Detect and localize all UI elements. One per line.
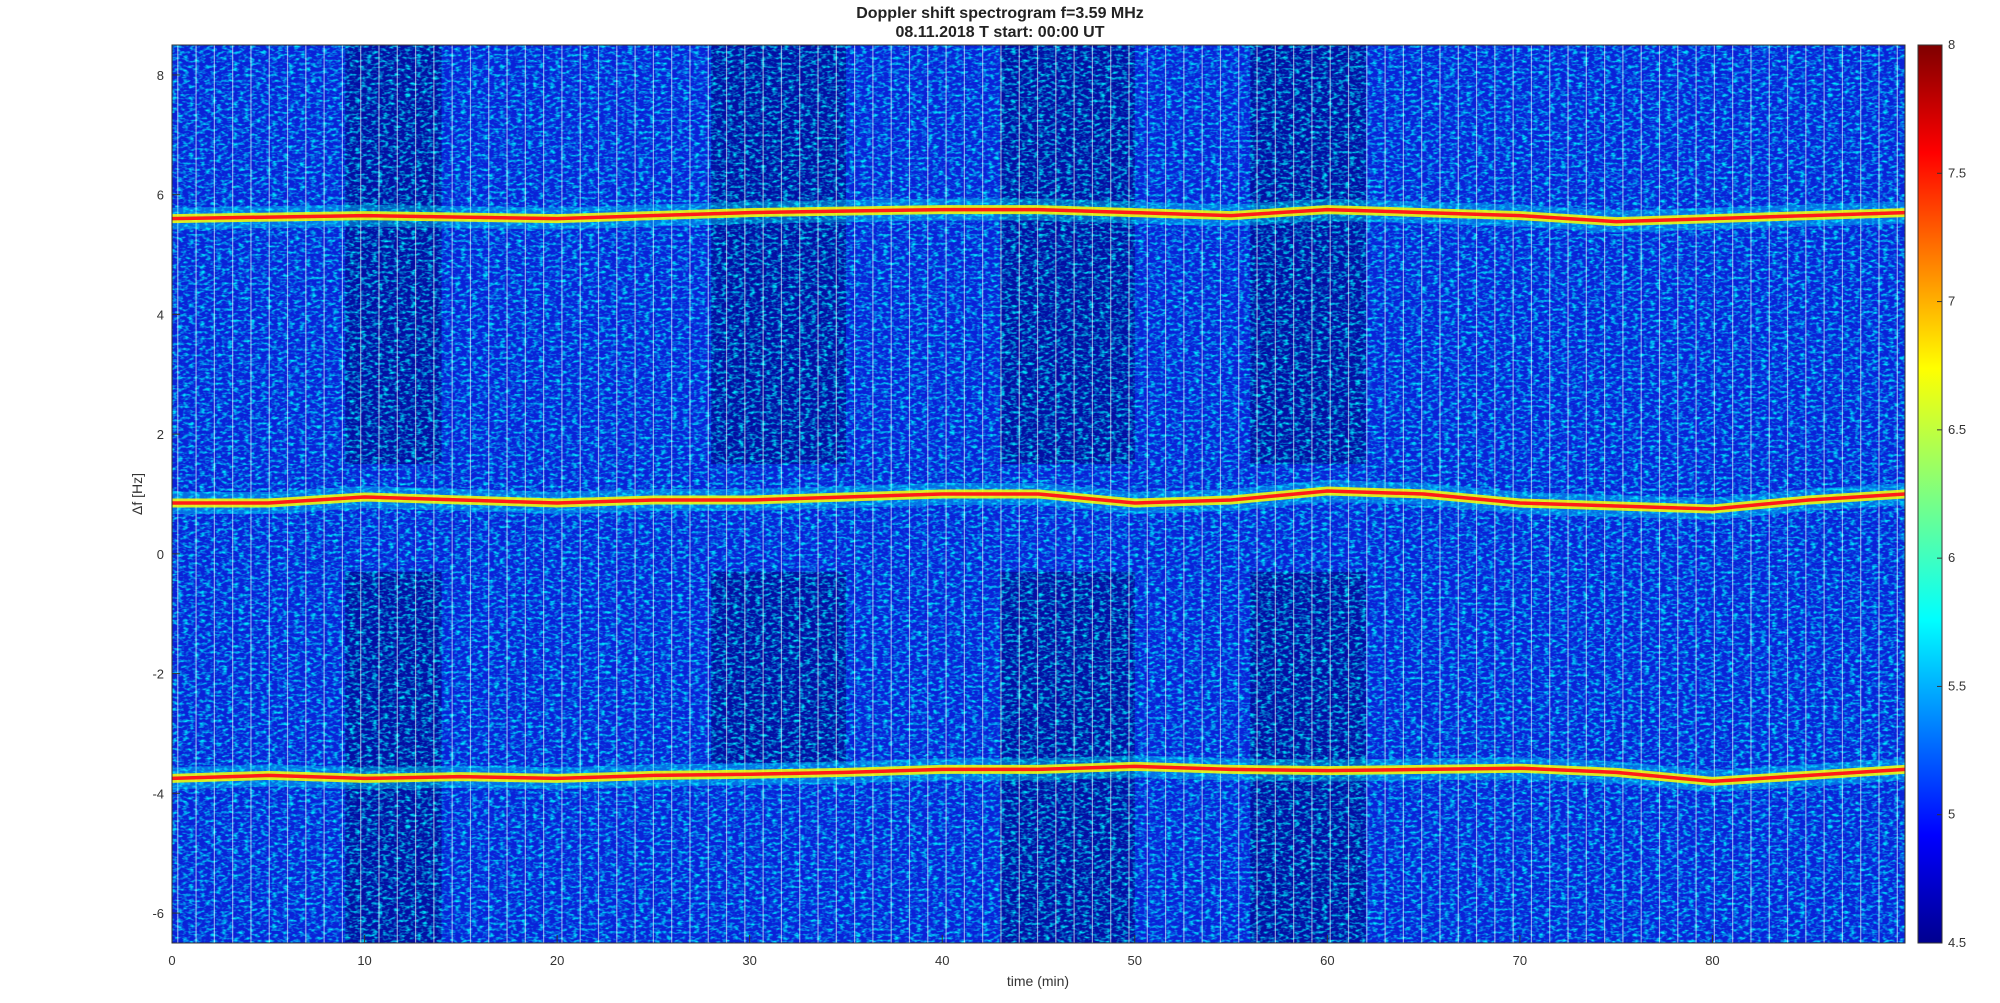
y-tick-label: 2 <box>157 427 164 442</box>
x-tick-label: 10 <box>357 953 371 968</box>
colorbar-gradient <box>1917 44 1943 944</box>
y-axis: -6 -4 -2 0 2 4 6 8 <box>152 68 180 921</box>
x-tick-label: 70 <box>1513 953 1527 968</box>
colorbar-tick-label: 7.5 <box>1948 165 1966 180</box>
x-axis: 0 10 20 30 40 50 60 70 80 <box>168 935 1720 968</box>
colorbar-ticks: 4.5 5 5.5 6 6.5 7 7.5 8 <box>1937 37 1966 950</box>
chart-subtitle: 08.11.2018 T start: 00:00 UT <box>895 24 1105 41</box>
colorbar-tick-label: 8 <box>1948 37 1955 52</box>
x-axis-label: time (min) <box>1007 973 1069 989</box>
plot-area <box>172 45 1905 943</box>
vertical-stripes <box>177 45 1898 943</box>
y-tick-label: 0 <box>157 547 164 562</box>
trace-core <box>172 489 1905 511</box>
colorbar-tick-label: 5 <box>1948 807 1955 822</box>
signal-traces <box>172 198 1905 793</box>
colorbar-tick-label: 5.5 <box>1948 678 1966 693</box>
x-tick-label: 0 <box>168 953 175 968</box>
x-tick-label: 50 <box>1128 953 1142 968</box>
y-tick-label: -6 <box>152 906 164 921</box>
y-tick-label: 4 <box>157 307 164 322</box>
chart-title: Doppler shift spectrogram f=3.59 MHz <box>856 5 1144 22</box>
x-tick-label: 40 <box>935 953 949 968</box>
y-tick-label: -2 <box>152 667 164 682</box>
trace-core <box>172 764 1905 784</box>
y-axis-label: Δf [Hz] <box>129 473 145 515</box>
x-tick-label: 80 <box>1705 953 1719 968</box>
x-tick-label: 60 <box>1320 953 1334 968</box>
colorbar-tick-label: 7 <box>1948 294 1955 309</box>
trace-core <box>172 207 1905 224</box>
y-tick-label: -4 <box>152 786 164 801</box>
y-tick-label: 6 <box>157 188 164 203</box>
x-tick-label: 30 <box>742 953 756 968</box>
colorbar-tick-label: 6.5 <box>1948 422 1966 437</box>
colorbar-tick-label: 6 <box>1948 550 1955 565</box>
plot-frame <box>171 44 1906 944</box>
x-tick-label: 20 <box>550 953 564 968</box>
y-tick-label: 8 <box>157 68 164 83</box>
colorbar: 4.5 5 5.5 6 6.5 7 7.5 8 <box>1917 37 1966 950</box>
colorbar-tick-label: 4.5 <box>1948 935 1966 950</box>
